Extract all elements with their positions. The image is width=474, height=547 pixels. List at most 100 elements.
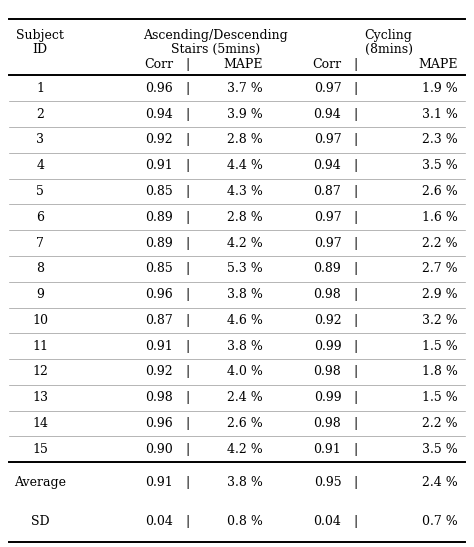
Text: 1.8 %: 1.8 % <box>421 365 457 379</box>
Text: Stairs (5mins): Stairs (5mins) <box>171 43 260 56</box>
Text: 1.5 %: 1.5 % <box>422 340 457 353</box>
Text: |: | <box>354 133 357 147</box>
Text: |: | <box>354 391 357 404</box>
Text: 0.94: 0.94 <box>145 108 173 121</box>
Text: 0.87: 0.87 <box>145 314 173 327</box>
Text: |: | <box>354 314 357 327</box>
Text: |: | <box>185 159 189 172</box>
Text: |: | <box>185 443 189 456</box>
Text: |: | <box>354 185 357 198</box>
Text: 0.87: 0.87 <box>313 185 341 198</box>
Text: |: | <box>354 211 357 224</box>
Text: 4.0 %: 4.0 % <box>227 365 263 379</box>
Text: |: | <box>185 82 189 95</box>
Text: 2.4 %: 2.4 % <box>228 391 263 404</box>
Text: 3.5 %: 3.5 % <box>422 443 457 456</box>
Text: |: | <box>354 515 357 528</box>
Text: 4.3 %: 4.3 % <box>227 185 263 198</box>
Text: 0.91: 0.91 <box>313 443 341 456</box>
Text: MAPE: MAPE <box>224 58 263 71</box>
Text: |: | <box>185 211 189 224</box>
Text: 0.96: 0.96 <box>145 417 173 430</box>
Text: 0.92: 0.92 <box>146 365 173 379</box>
Text: (8mins): (8mins) <box>365 43 413 56</box>
Text: 0.94: 0.94 <box>313 108 341 121</box>
Text: 5: 5 <box>36 185 44 198</box>
Text: SD: SD <box>31 515 50 528</box>
Text: 0.89: 0.89 <box>145 211 173 224</box>
Text: |: | <box>185 391 189 404</box>
Text: 1: 1 <box>36 82 44 95</box>
Text: |: | <box>185 108 189 121</box>
Text: 0.95: 0.95 <box>314 475 341 488</box>
Text: 12: 12 <box>32 365 48 379</box>
Text: 2.6 %: 2.6 % <box>422 185 457 198</box>
Text: |: | <box>185 417 189 430</box>
Text: |: | <box>185 133 189 147</box>
Text: 0.97: 0.97 <box>314 133 341 147</box>
Text: 3.2 %: 3.2 % <box>422 314 457 327</box>
Text: 14: 14 <box>32 417 48 430</box>
Text: 0.94: 0.94 <box>313 159 341 172</box>
Text: 3.8 %: 3.8 % <box>227 288 263 301</box>
Text: Average: Average <box>14 475 66 488</box>
Text: 0.97: 0.97 <box>314 236 341 249</box>
Text: 0.89: 0.89 <box>313 263 341 275</box>
Text: |: | <box>185 58 189 71</box>
Text: 7: 7 <box>36 236 44 249</box>
Text: |: | <box>354 417 357 430</box>
Text: |: | <box>185 236 189 249</box>
Text: 0.99: 0.99 <box>314 340 341 353</box>
Text: 0.99: 0.99 <box>314 391 341 404</box>
Text: 2.8 %: 2.8 % <box>228 133 263 147</box>
Text: 3.7 %: 3.7 % <box>228 82 263 95</box>
Text: 3: 3 <box>36 133 44 147</box>
Text: 0.92: 0.92 <box>314 314 341 327</box>
Text: 2.2 %: 2.2 % <box>422 417 457 430</box>
Text: |: | <box>354 475 357 488</box>
Text: |: | <box>185 340 189 353</box>
Text: 5.3 %: 5.3 % <box>228 263 263 275</box>
Text: 2.7 %: 2.7 % <box>422 263 457 275</box>
Text: |: | <box>185 365 189 379</box>
Text: 10: 10 <box>32 314 48 327</box>
Text: 2.4 %: 2.4 % <box>422 475 457 488</box>
Text: 15: 15 <box>32 443 48 456</box>
Text: 1.6 %: 1.6 % <box>421 211 457 224</box>
Text: 0.92: 0.92 <box>146 133 173 147</box>
Text: 1.9 %: 1.9 % <box>422 82 457 95</box>
Text: |: | <box>354 443 357 456</box>
Text: 2.9 %: 2.9 % <box>422 288 457 301</box>
Text: |: | <box>185 475 189 488</box>
Text: 0.98: 0.98 <box>313 288 341 301</box>
Text: 0.97: 0.97 <box>314 211 341 224</box>
Text: |: | <box>354 159 357 172</box>
Text: 13: 13 <box>32 391 48 404</box>
Text: 3.5 %: 3.5 % <box>422 159 457 172</box>
Text: 8: 8 <box>36 263 44 275</box>
Text: 0.8 %: 0.8 % <box>227 515 263 528</box>
Text: 0.98: 0.98 <box>145 391 173 404</box>
Text: 2.8 %: 2.8 % <box>228 211 263 224</box>
Text: |: | <box>354 263 357 275</box>
Text: 0.98: 0.98 <box>313 417 341 430</box>
Text: 0.89: 0.89 <box>145 236 173 249</box>
Text: 0.85: 0.85 <box>145 185 173 198</box>
Text: |: | <box>185 515 189 528</box>
Text: |: | <box>354 58 357 71</box>
Text: Cycling: Cycling <box>365 29 413 42</box>
Text: 0.7 %: 0.7 % <box>422 515 457 528</box>
Text: 6: 6 <box>36 211 44 224</box>
Text: 4.4 %: 4.4 % <box>227 159 263 172</box>
Text: 3.9 %: 3.9 % <box>228 108 263 121</box>
Text: Ascending/Descending: Ascending/Descending <box>143 29 288 42</box>
Text: 0.90: 0.90 <box>145 443 173 456</box>
Text: |: | <box>354 82 357 95</box>
Text: 11: 11 <box>32 340 48 353</box>
Text: Corr: Corr <box>312 58 341 71</box>
Text: 2.2 %: 2.2 % <box>422 236 457 249</box>
Text: 0.96: 0.96 <box>145 288 173 301</box>
Text: 0.85: 0.85 <box>145 263 173 275</box>
Text: |: | <box>185 288 189 301</box>
Text: |: | <box>354 236 357 249</box>
